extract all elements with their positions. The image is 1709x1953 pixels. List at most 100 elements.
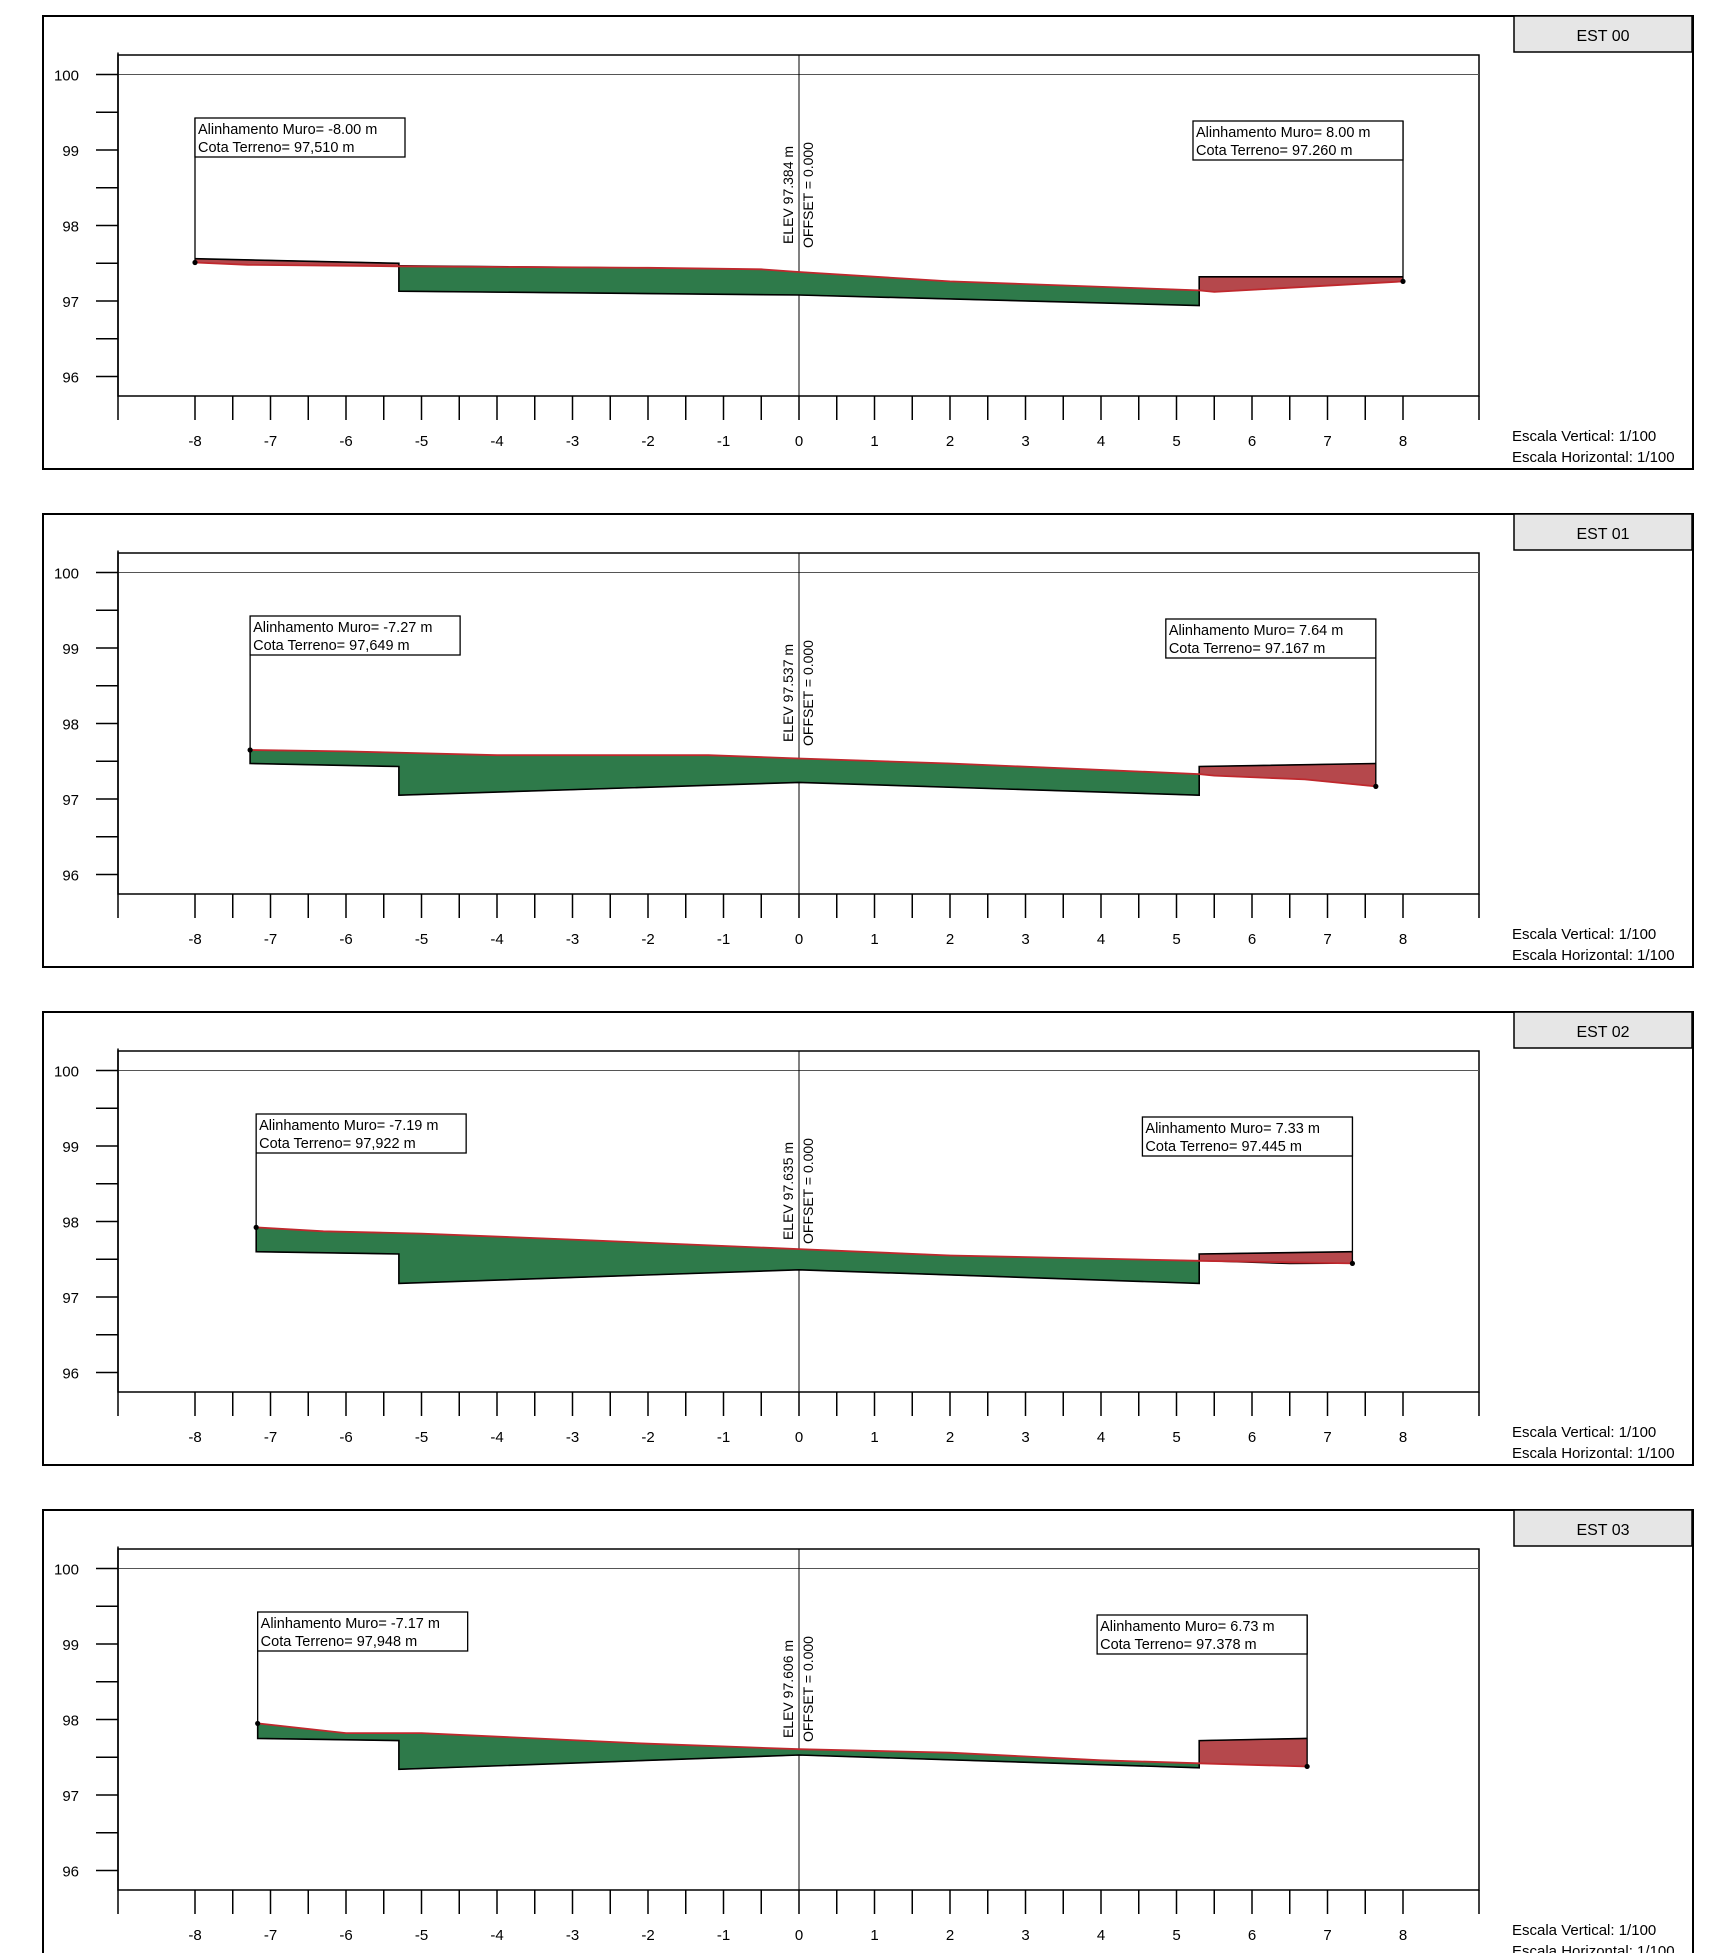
y-tick-label: 98: [62, 1215, 79, 1232]
y-tick-label: 96: [62, 868, 79, 885]
scale-vertical-note: Escala Vertical: 1/100: [1512, 428, 1656, 445]
right-annotation-box: [1165, 618, 1377, 659]
x-tick-label: 1: [870, 1429, 878, 1446]
y-tick-label: 99: [62, 1637, 79, 1654]
x-tick-label: -8: [188, 1429, 201, 1446]
left-box-alignment: Alinhamento Muro= -7.27 m: [253, 620, 432, 636]
design-line: [249, 750, 1376, 797]
x-tick-label: 0: [795, 931, 803, 948]
x-tick-label: -5: [415, 1429, 428, 1446]
station-header-box: [1513, 513, 1693, 551]
scale-horizontal-note: Escala Horizontal: 1/100: [1512, 1943, 1675, 1953]
x-tick-label: -3: [566, 1927, 579, 1944]
section-panel: EST 00 96 97 98 99 100 -8 -7 -6 -5 -4 -3 -2 -1 0 1 2 3 4 5 6…: [42, 15, 1694, 470]
x-tick-label: 0: [795, 433, 803, 450]
y-tick-label: 97: [62, 792, 79, 809]
x-tick-label: -7: [264, 1429, 277, 1446]
center-offset-label: OFFSET = 0.000: [800, 142, 816, 248]
ground-line: [194, 261, 1404, 293]
center-offset-label: OFFSET = 0.000: [800, 1138, 816, 1244]
center-offset-label: OFFSET = 0.000: [800, 1636, 816, 1742]
y-tick-label: 98: [62, 219, 79, 236]
x-tick-label: 4: [1097, 1927, 1105, 1944]
left-box-ground-elev: Cota Terreno= 97,649 m: [253, 638, 410, 654]
y-tick-label: 100: [54, 68, 79, 85]
x-tick-label: 1: [870, 433, 878, 450]
x-tick-label: 5: [1172, 931, 1180, 948]
x-tick-label: 5: [1172, 433, 1180, 450]
design-line: [256, 1723, 1308, 1771]
station-label: EST 02: [1576, 1024, 1629, 1041]
cut-area: [255, 1226, 1200, 1284]
x-tick-label: 1: [870, 931, 878, 948]
scale-vertical-note: Escala Vertical: 1/100: [1512, 926, 1656, 943]
x-tick-label: -1: [717, 1429, 730, 1446]
center-elev-label: ELEV 97.537 m: [780, 644, 796, 742]
scale-horizontal-note: Escala Horizontal: 1/100: [1512, 947, 1675, 964]
left-box-alignment: Alinhamento Muro= -7.17 m: [261, 1616, 440, 1632]
ground-line: [257, 1722, 1308, 1768]
x-tick-label: 3: [1021, 433, 1029, 450]
x-tick-label: 7: [1323, 1429, 1331, 1446]
x-tick-label: -1: [717, 931, 730, 948]
fill-area: [1198, 276, 1404, 293]
x-tick-label: 4: [1097, 433, 1105, 450]
y-tick-label: 100: [54, 1562, 79, 1579]
x-tick-label: -2: [641, 931, 654, 948]
y-tick-label: 97: [62, 294, 79, 311]
section-panel: EST 01 96 97 98 99 100 -8 -7 -6 -5 -4 -3 -2 -1 0 1 2 3 4 5 6…: [42, 513, 1694, 968]
right-box-alignment: Alinhamento Muro= 6.73 m: [1100, 1619, 1275, 1635]
station-label: EST 00: [1576, 28, 1629, 45]
x-tick-label: 5: [1172, 1927, 1180, 1944]
x-tick-label: 7: [1323, 931, 1331, 948]
y-tick-label: 100: [54, 566, 79, 583]
cut-area: [249, 749, 1200, 796]
scale-vertical-note: Escala Vertical: 1/100: [1512, 1922, 1656, 1939]
center-elev-label: ELEV 97.606 m: [780, 1640, 796, 1738]
x-tick-label: 7: [1323, 433, 1331, 450]
x-tick-label: 2: [946, 931, 954, 948]
x-tick-label: -6: [339, 931, 352, 948]
x-tick-label: -1: [717, 1927, 730, 1944]
x-tick-label: 2: [946, 433, 954, 450]
x-tick-label: 2: [946, 1429, 954, 1446]
y-tick-label: 97: [62, 1290, 79, 1307]
x-tick-label: -8: [188, 433, 201, 450]
y-tick-label: 96: [62, 1864, 79, 1881]
station-header-box: [1513, 15, 1693, 53]
station-header-box: [1513, 1509, 1693, 1547]
x-tick-label: 2: [946, 1927, 954, 1944]
left-box-alignment: Alinhamento Muro= -8.00 m: [198, 122, 377, 138]
right-annotation-box: [1192, 120, 1404, 161]
x-tick-label: 7: [1323, 1927, 1331, 1944]
left-box-ground-elev: Cota Terreno= 97,922 m: [259, 1136, 416, 1152]
left-box-ground-elev: Cota Terreno= 97,510 m: [198, 140, 355, 156]
x-tick-label: -6: [339, 433, 352, 450]
x-tick-label: 3: [1021, 1927, 1029, 1944]
y-tick-label: 99: [62, 641, 79, 658]
center-elev-label: ELEV 97.384 m: [780, 146, 796, 244]
left-annotation-box: [255, 1113, 467, 1154]
left-annotation-box: [194, 117, 406, 158]
x-tick-label: -2: [641, 433, 654, 450]
x-tick-label: -3: [566, 1429, 579, 1446]
x-tick-label: -5: [415, 1927, 428, 1944]
x-tick-label: 1: [870, 1927, 878, 1944]
x-tick-label: 5: [1172, 1429, 1180, 1446]
x-tick-label: -4: [490, 1429, 503, 1446]
y-tick-label: 97: [62, 1788, 79, 1805]
right-box-ground-elev: Cota Terreno= 97.445 m: [1145, 1139, 1302, 1155]
x-tick-label: -7: [264, 433, 277, 450]
scale-vertical-note: Escala Vertical: 1/100: [1512, 1424, 1656, 1441]
left-box-alignment: Alinhamento Muro= -7.19 m: [259, 1118, 438, 1134]
fill-area: [1198, 1737, 1308, 1768]
station-header-box: [1513, 1011, 1693, 1049]
x-tick-label: -6: [339, 1429, 352, 1446]
ground-line: [250, 749, 1376, 788]
section-panel: EST 02 96 97 98 99 100 -8 -7 -6 -5 -4 -3 -2 -1 0 1 2 3 4 5 6…: [42, 1011, 1694, 1466]
left-box-ground-elev: Cota Terreno= 97,948 m: [261, 1634, 418, 1650]
x-tick-label: 4: [1097, 931, 1105, 948]
x-tick-label: 3: [1021, 931, 1029, 948]
x-tick-label: 8: [1399, 1927, 1407, 1944]
